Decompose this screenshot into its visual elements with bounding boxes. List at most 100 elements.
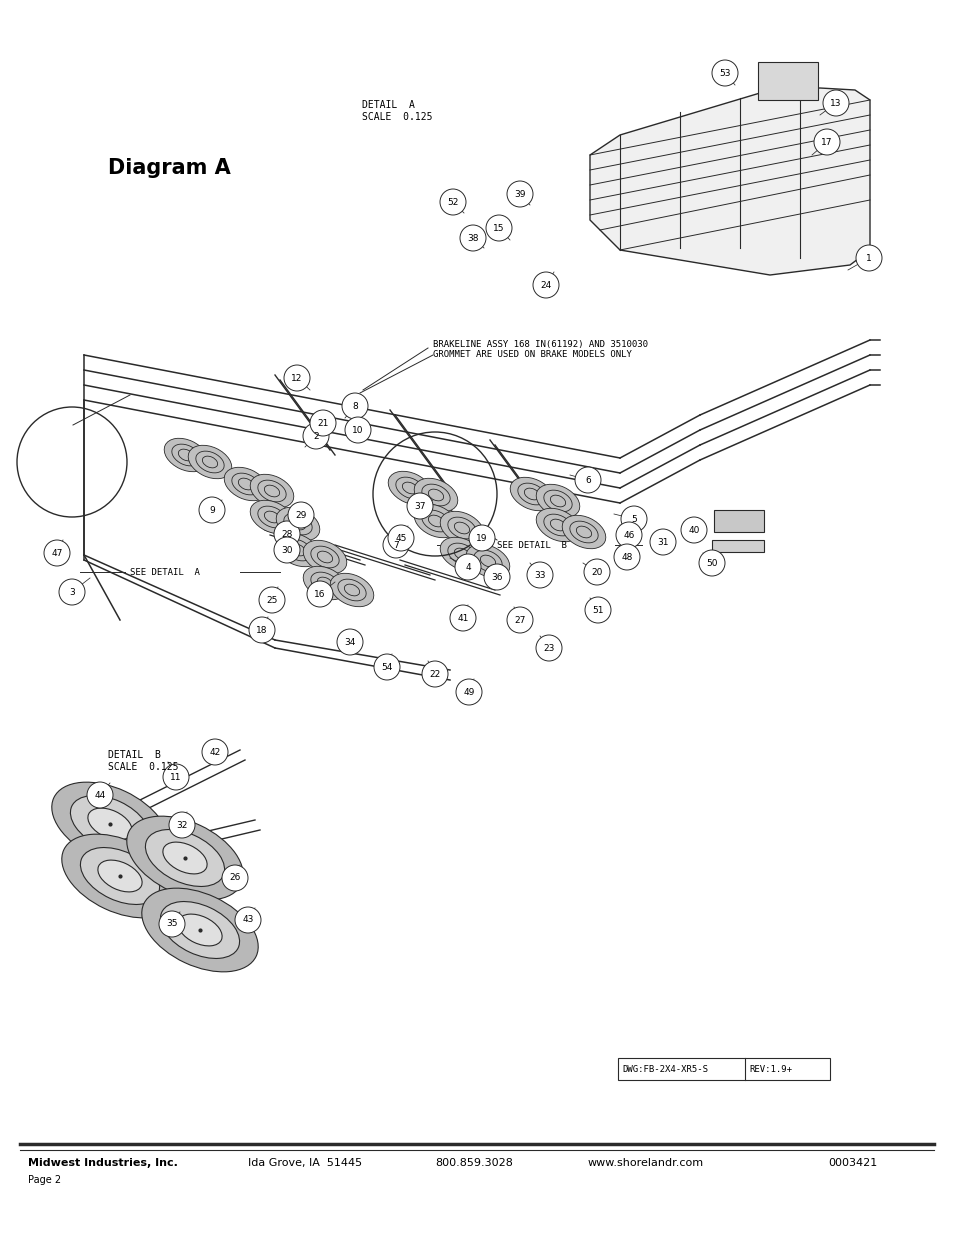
Text: 25: 25 <box>266 595 277 604</box>
Circle shape <box>374 655 399 680</box>
Text: 21: 21 <box>317 419 329 427</box>
Circle shape <box>421 661 448 687</box>
Circle shape <box>533 272 558 298</box>
Circle shape <box>483 564 510 590</box>
Circle shape <box>822 90 848 116</box>
Ellipse shape <box>160 902 239 958</box>
Text: 28: 28 <box>281 530 293 538</box>
Circle shape <box>274 537 299 563</box>
Text: 27: 27 <box>514 615 525 625</box>
Ellipse shape <box>510 477 553 511</box>
Circle shape <box>616 522 641 548</box>
Text: DWG:FB-2X4-XR5-S: DWG:FB-2X4-XR5-S <box>621 1065 707 1073</box>
Circle shape <box>469 525 495 551</box>
Circle shape <box>459 225 485 251</box>
Circle shape <box>87 782 112 808</box>
Text: 31: 31 <box>657 537 668 547</box>
Ellipse shape <box>250 500 294 534</box>
Text: 11: 11 <box>170 773 182 782</box>
Ellipse shape <box>536 509 579 542</box>
Text: 6: 6 <box>584 475 590 484</box>
Text: 43: 43 <box>242 915 253 925</box>
Circle shape <box>163 764 189 790</box>
Polygon shape <box>589 88 869 275</box>
Circle shape <box>584 597 610 622</box>
Ellipse shape <box>88 808 132 840</box>
Text: 32: 32 <box>176 820 188 830</box>
Text: 48: 48 <box>620 552 632 562</box>
Ellipse shape <box>142 888 258 972</box>
Ellipse shape <box>276 534 319 567</box>
Circle shape <box>284 366 310 391</box>
Text: 39: 39 <box>514 189 525 199</box>
Circle shape <box>456 679 481 705</box>
Text: 5: 5 <box>631 515 637 524</box>
Text: 15: 15 <box>493 224 504 232</box>
Circle shape <box>439 189 465 215</box>
Circle shape <box>336 629 363 655</box>
Text: 9: 9 <box>209 505 214 515</box>
Text: 53: 53 <box>719 68 730 78</box>
Text: 29: 29 <box>295 510 306 520</box>
Text: DETAIL  A
SCALE  0.125: DETAIL A SCALE 0.125 <box>361 100 432 121</box>
Ellipse shape <box>71 795 150 852</box>
Circle shape <box>649 529 676 555</box>
Ellipse shape <box>388 472 432 505</box>
Text: Midwest Industries, Inc.: Midwest Industries, Inc. <box>28 1158 177 1168</box>
Text: 4: 4 <box>465 562 471 572</box>
Text: 19: 19 <box>476 534 487 542</box>
Text: 0003421: 0003421 <box>827 1158 877 1168</box>
Text: 2: 2 <box>313 431 318 441</box>
Text: DETAIL  B
SCALE  0.125: DETAIL B SCALE 0.125 <box>108 750 178 772</box>
Ellipse shape <box>536 484 579 517</box>
Text: 51: 51 <box>592 605 603 615</box>
Ellipse shape <box>561 515 605 548</box>
Ellipse shape <box>98 860 142 892</box>
Text: 54: 54 <box>381 662 393 672</box>
Circle shape <box>526 562 553 588</box>
Ellipse shape <box>188 446 232 479</box>
Text: 45: 45 <box>395 534 406 542</box>
Text: 7: 7 <box>393 541 398 550</box>
Text: 13: 13 <box>829 99 841 107</box>
Ellipse shape <box>439 537 483 571</box>
Circle shape <box>222 864 248 890</box>
Text: 34: 34 <box>344 637 355 646</box>
Circle shape <box>249 618 274 643</box>
Bar <box>713 510 763 532</box>
Circle shape <box>855 245 882 270</box>
Ellipse shape <box>145 830 224 887</box>
Ellipse shape <box>51 782 168 866</box>
Circle shape <box>485 215 512 241</box>
Text: 44: 44 <box>94 790 106 799</box>
Ellipse shape <box>303 567 347 600</box>
Text: 50: 50 <box>705 558 717 568</box>
Circle shape <box>711 61 738 86</box>
Circle shape <box>680 517 706 543</box>
Text: 10: 10 <box>352 426 363 435</box>
Text: 36: 36 <box>491 573 502 582</box>
Text: 22: 22 <box>429 669 440 678</box>
Text: 30: 30 <box>281 546 293 555</box>
Circle shape <box>536 635 561 661</box>
Bar <box>711 540 763 552</box>
Text: 26: 26 <box>229 873 240 883</box>
Circle shape <box>699 550 724 576</box>
Circle shape <box>202 739 228 764</box>
Text: 35: 35 <box>166 920 177 929</box>
Circle shape <box>388 525 414 551</box>
Text: 24: 24 <box>539 280 551 289</box>
Circle shape <box>59 579 85 605</box>
Circle shape <box>199 496 225 522</box>
Text: Diagram A: Diagram A <box>108 158 231 178</box>
Circle shape <box>234 906 261 932</box>
Circle shape <box>258 587 285 613</box>
Ellipse shape <box>163 842 207 874</box>
Text: 33: 33 <box>534 571 545 579</box>
Ellipse shape <box>250 474 294 508</box>
Ellipse shape <box>177 914 222 946</box>
Text: 20: 20 <box>591 568 602 577</box>
Circle shape <box>345 417 371 443</box>
Circle shape <box>159 911 185 937</box>
Ellipse shape <box>224 467 268 500</box>
